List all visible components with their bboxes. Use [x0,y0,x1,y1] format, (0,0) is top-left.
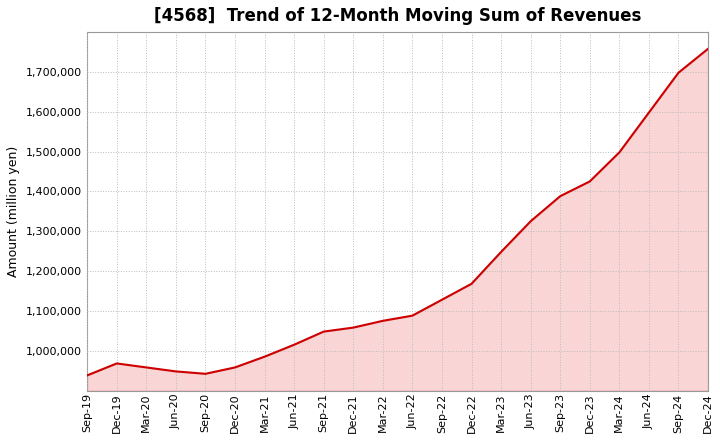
Title: [4568]  Trend of 12-Month Moving Sum of Revenues: [4568] Trend of 12-Month Moving Sum of R… [154,7,642,25]
Y-axis label: Amount (million yen): Amount (million yen) [7,146,20,277]
